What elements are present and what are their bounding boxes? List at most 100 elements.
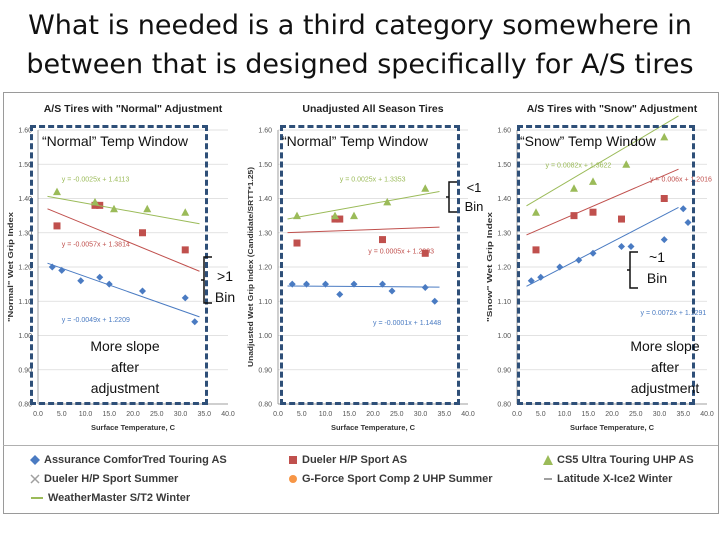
x-tick-label: 40.0 xyxy=(461,411,475,418)
x-tick-label: 5.0 xyxy=(297,411,307,418)
y-tick-label: 1.10 xyxy=(497,299,511,306)
data-point xyxy=(77,277,85,285)
data-point xyxy=(139,229,146,237)
data-point xyxy=(388,287,396,295)
x-axis-label: Surface Temperature, C xyxy=(91,423,176,432)
data-point xyxy=(537,273,545,281)
data-point xyxy=(53,222,61,230)
y-tick-label: 0.80 xyxy=(18,402,32,409)
data-point xyxy=(350,280,358,288)
trendline xyxy=(287,226,440,234)
data-point xyxy=(532,208,540,216)
x-tick-label: 40.0 xyxy=(221,411,235,418)
legend-marker xyxy=(30,474,40,484)
legend-label: WeatherMaster S/T2 Winter xyxy=(48,492,191,504)
y-tick-label: 1.50 xyxy=(497,162,511,169)
x-tick-label: 15.0 xyxy=(102,411,116,418)
y-tick-label: 1.00 xyxy=(258,333,272,340)
chart-title: A/S Tires with "Snow" Adjustment xyxy=(527,103,698,115)
data-point xyxy=(181,208,190,216)
x-tick-label: 25.0 xyxy=(390,411,404,418)
y-tick-label: 1.20 xyxy=(18,265,32,272)
trendline xyxy=(287,285,440,288)
data-point xyxy=(58,266,66,274)
data-point xyxy=(379,280,386,288)
x-tick-label: 15.0 xyxy=(581,411,595,418)
x-tick-label: 35.0 xyxy=(676,411,690,418)
y-tick-label: 1.00 xyxy=(497,333,511,340)
data-point xyxy=(684,218,692,226)
legend-marker xyxy=(31,497,43,499)
y-tick-label: 1.30 xyxy=(258,230,272,237)
data-point xyxy=(181,246,189,254)
x-tick-label: 0.0 xyxy=(33,411,43,418)
data-point xyxy=(570,184,578,192)
trendline-equation: y = 0.006x + 1.2016 xyxy=(650,176,712,183)
data-point xyxy=(383,197,392,206)
data-point xyxy=(627,242,635,250)
data-point xyxy=(527,277,535,285)
data-point xyxy=(322,280,329,288)
data-point xyxy=(96,273,104,281)
trendline xyxy=(47,208,200,272)
x-tick-label: 10.0 xyxy=(319,411,333,418)
y-tick-label: 1.50 xyxy=(18,162,32,169)
data-point xyxy=(618,242,625,250)
data-point xyxy=(139,287,146,295)
data-point xyxy=(556,263,564,271)
data-point xyxy=(589,249,597,257)
trendline-equation: y = 0.0025x + 1.3353 xyxy=(340,176,406,183)
data-point xyxy=(431,297,439,305)
trendline-equation: y = -0.0049x + 1.2209 xyxy=(62,317,130,324)
data-point xyxy=(48,263,56,271)
y-tick-label: 0.90 xyxy=(497,367,511,374)
x-tick-label: 20.0 xyxy=(366,411,380,418)
x-tick-label: 0.0 xyxy=(512,411,522,418)
x-tick-label: 15.0 xyxy=(342,411,356,418)
x-tick-label: 25.0 xyxy=(629,411,643,418)
data-point xyxy=(379,236,386,244)
y-tick-label: 1.40 xyxy=(18,196,32,203)
legend-item: G-Force Sport Comp 2 UHP Summer xyxy=(288,473,493,485)
y-tick-label: 1.30 xyxy=(18,230,32,237)
x-tick-label: 30.0 xyxy=(174,411,188,418)
x-tick-label: 10.0 xyxy=(79,411,93,418)
data-point xyxy=(105,280,113,288)
legend-label: CS5 Ultra Touring UHP AS xyxy=(557,454,694,466)
legend-label: Dueler H/P Sport AS xyxy=(302,454,408,466)
data-point xyxy=(421,184,430,192)
y-tick-label: 1.20 xyxy=(497,265,511,272)
x-tick-label: 30.0 xyxy=(414,411,428,418)
chart-panel-normal-adjustment: A/S Tires with "Normal" Adjustment 0.800.… xyxy=(8,103,235,432)
data-point xyxy=(570,212,578,220)
trendline xyxy=(47,262,200,318)
legend-item: Dueler H/P Sport AS xyxy=(288,454,407,466)
y-tick-label: 1.40 xyxy=(258,196,272,203)
trendline xyxy=(526,168,679,236)
trendline xyxy=(287,191,440,220)
data-point xyxy=(331,211,339,220)
legend-marker xyxy=(289,475,297,483)
slide-title: What is needed is a third category somew… xyxy=(26,10,694,80)
data-point xyxy=(143,204,152,213)
data-point xyxy=(336,215,344,223)
more-slope-left-label: More slope after adjustment xyxy=(90,338,160,396)
data-point xyxy=(622,160,631,168)
y-axis-label: "Normal" Wet Grip Index xyxy=(8,212,15,322)
legend-item: CS5 Ultra Touring UHP AS xyxy=(543,454,694,466)
chart-title: A/S Tires with "Normal" Adjustment xyxy=(44,103,223,115)
trendline-equation: y = -0.0025x + 1.4113 xyxy=(62,176,130,183)
data-point xyxy=(293,239,301,247)
y-tick-label: 1.00 xyxy=(18,333,32,340)
data-point xyxy=(53,187,61,196)
data-point xyxy=(293,211,301,220)
legend-divider xyxy=(3,445,718,446)
y-tick-label: 1.10 xyxy=(258,299,272,306)
trendline xyxy=(526,115,679,207)
trendline-equation: y = -0.0057x + 1.3814 xyxy=(62,241,130,248)
data-point xyxy=(303,280,310,288)
legend-item: Dueler H/P Sport Summer xyxy=(30,473,178,485)
y-tick-label: 1.20 xyxy=(258,265,272,272)
more-than-1-bin-label: >1 Bin xyxy=(214,268,236,305)
trendline-equation: y = 0.0072x + 1.1291 xyxy=(641,310,707,317)
